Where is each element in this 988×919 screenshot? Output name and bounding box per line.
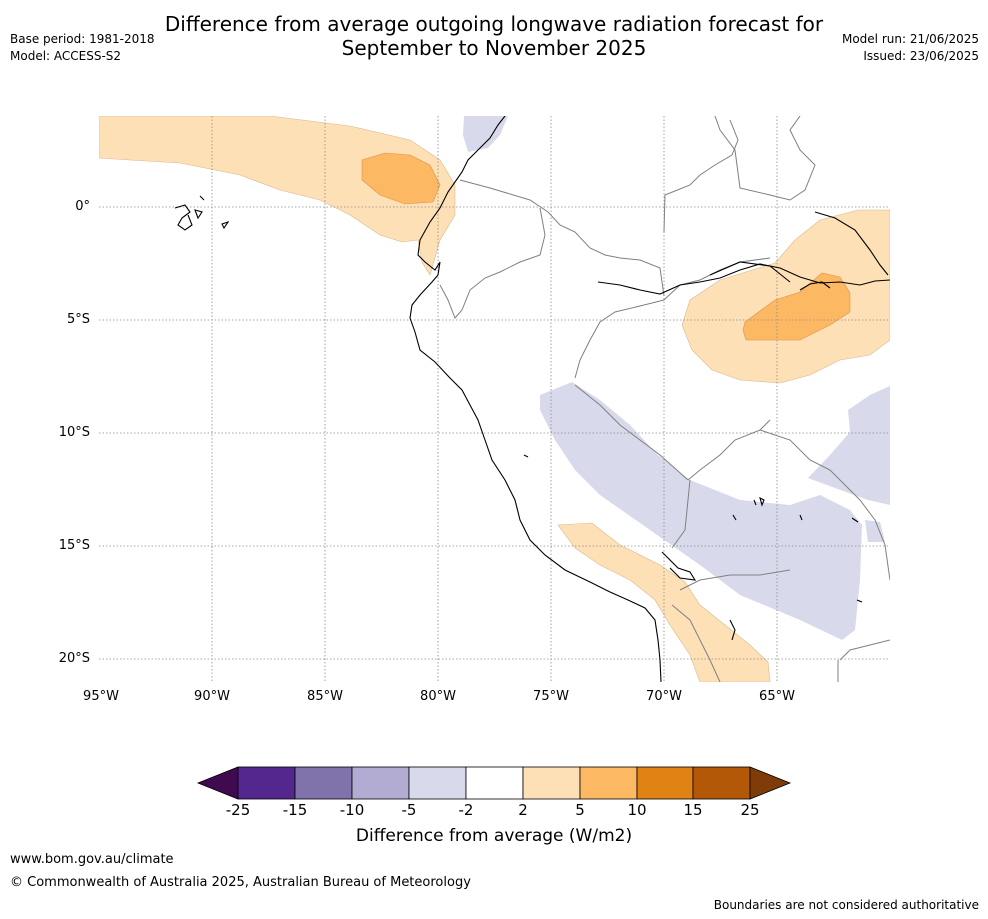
issued-date: Issued: 23/06/2025 [863, 49, 979, 63]
model-name: Model: ACCESS-S2 [10, 49, 122, 63]
anomaly-neg2-to-neg5-central [540, 382, 862, 640]
colorbar-tick-label: -5 [401, 801, 417, 819]
meta-right: Model run: 21/06/2025 Issued: 23/06/2025 [842, 31, 979, 65]
colorbar-segment [408, 766, 467, 800]
lon-label: 80°W [420, 689, 456, 704]
colorbar-tick-label: 5 [575, 801, 585, 819]
colorbar-tick-label: 25 [740, 801, 760, 819]
coastline [174, 116, 890, 682]
colorbar-tick-label: -15 [282, 801, 308, 819]
base-period: Base period: 1981-2018 [10, 32, 155, 46]
colorbar-tick-label: -25 [225, 801, 251, 819]
anomaly-5to10-amazon [742, 272, 851, 341]
footer-copyright: © Commonwealth of Australia 2025, Austra… [10, 875, 471, 890]
lat-label: 20°S [58, 651, 90, 666]
lon-label: 90°W [194, 689, 230, 704]
colorbar-segment [351, 766, 410, 800]
map-plot-area [99, 116, 890, 682]
anomaly-5to10-north-pacific [361, 152, 441, 205]
title-line-1: Difference from average outgoing longwav… [164, 12, 824, 36]
colorbar-segment [237, 766, 296, 800]
colorbar-tick-label: 10 [627, 801, 647, 819]
lon-label: 85°W [307, 689, 343, 704]
anomaly-neg2-to-neg5-east [808, 386, 890, 505]
colorbar-segment [294, 766, 353, 800]
colorbar-label: Difference from average (W/m2) [355, 826, 633, 846]
colorbar-segment [579, 766, 638, 800]
meta-left: Base period: 1981-2018 Model: ACCESS-S2 [10, 31, 155, 65]
footer-url: www.bom.gov.au/climate [10, 852, 174, 867]
lat-label: 0° [75, 199, 90, 214]
colorbar [196, 766, 792, 800]
lon-label: 95°W [83, 689, 119, 704]
gridlines [99, 116, 890, 682]
lat-label: 10°S [58, 425, 90, 440]
lat-label: 5°S [66, 312, 90, 327]
colorbar-extend-high [749, 766, 792, 800]
lon-label: 70°W [646, 689, 682, 704]
lon-label: 75°W [533, 689, 569, 704]
lon-label: 65°W [759, 689, 795, 704]
title-line-2: September to November 2025 [341, 36, 647, 60]
country-boundaries [439, 116, 890, 682]
colorbar-tick-label: -2 [458, 801, 474, 819]
anomaly-2to5-north-pacific [99, 116, 456, 276]
colorbar-segment [465, 766, 524, 800]
colorbar-extend-low [196, 766, 239, 800]
colorbar-tick-label: 2 [518, 801, 528, 819]
footer-disclaimer: Boundaries are not considered authoritat… [713, 898, 979, 912]
colorbar-segment [522, 766, 581, 800]
map-title: Difference from average outgoing longwav… [0, 12, 988, 60]
lat-label: 15°S [58, 538, 90, 553]
colorbar-segment [636, 766, 694, 800]
colorbar-tick-label: -10 [339, 801, 365, 819]
model-run: Model run: 21/06/2025 [841, 32, 979, 46]
anomaly-neg2-to-neg5-east-small [865, 520, 885, 542]
colorbar-segment [692, 766, 751, 800]
anomaly-neg2-to-neg5-ecuador [463, 116, 508, 152]
colorbar-tick-label: 15 [683, 801, 703, 819]
